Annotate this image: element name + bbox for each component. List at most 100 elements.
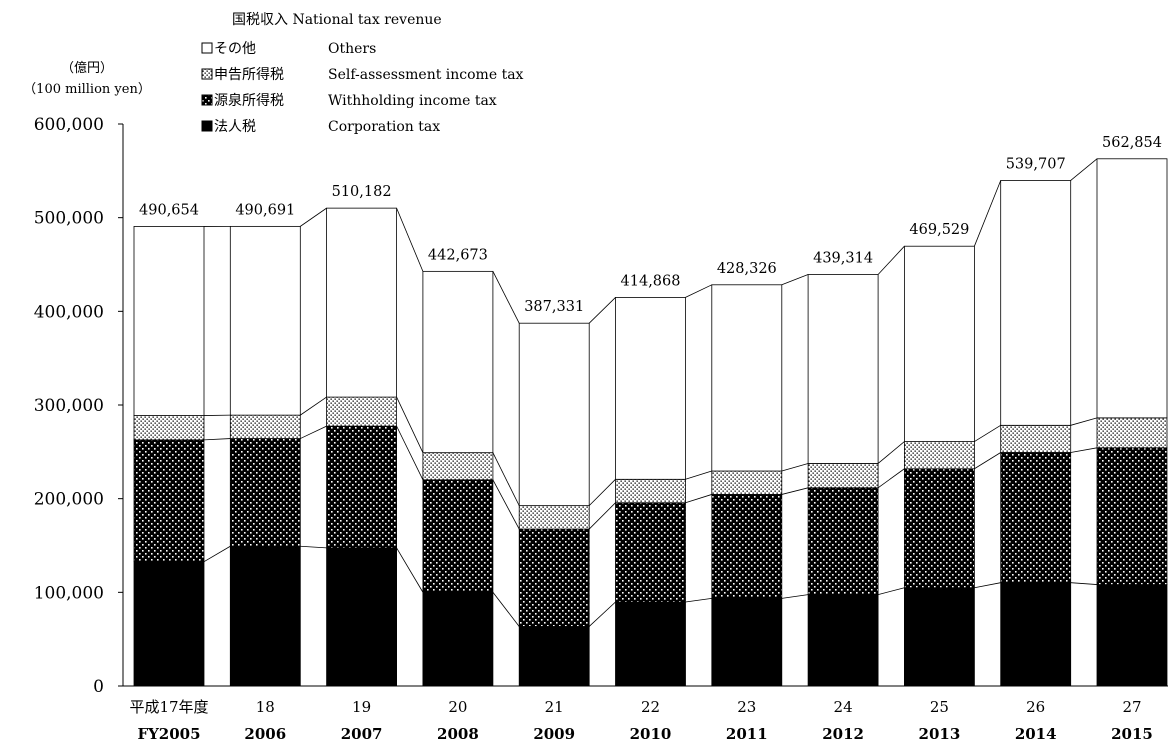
legend-label-jp: 申告所得税: [214, 66, 284, 83]
y-axis: 0 100,000 200,000 300,000 400,000 500,000 600,…: [34, 115, 124, 697]
connector-0-4: [588, 601, 616, 627]
legend-swatch-0: [201, 120, 213, 132]
y-tick-label: 400,000: [34, 302, 104, 322]
bar-segment-0-5: [615, 601, 686, 687]
x-category-label: 27: [1122, 698, 1141, 716]
connector-1-9: [1070, 447, 1098, 453]
x-fiscal-year-label: 2010: [630, 725, 672, 743]
bar-segment-0-2: [326, 547, 398, 687]
bar-segment-0-0: [133, 561, 205, 687]
connector-3-9: [1070, 158, 1098, 181]
connector-2-5: [685, 470, 712, 480]
connector-3-5: [685, 284, 712, 298]
total-label: 428,326: [717, 261, 777, 277]
bar-segment-1-10: [1096, 447, 1168, 585]
connector-3-7: [877, 245, 905, 275]
unit-label-jp: （億円）: [61, 60, 113, 76]
connector-0-7: [877, 587, 905, 595]
bar-segment-1-9: [1000, 452, 1072, 584]
x-category-label: 22: [641, 698, 660, 716]
connector-2-6: [781, 463, 809, 472]
connector-3-8: [974, 180, 1002, 247]
total-label: 539,707: [1006, 156, 1066, 172]
legend-label-jp: その他: [214, 41, 256, 57]
total-labels: 490,654 490,691 510,182 442,673 387,331 414,8…: [139, 135, 1162, 315]
x-fiscal-year-label: 2007: [341, 725, 383, 743]
connector-3-4: [588, 297, 616, 324]
bar-segment-2-3: [422, 452, 494, 481]
x-fiscal-year-label: 2013: [919, 725, 961, 743]
x-fiscal-year-label: 2011: [726, 725, 768, 743]
connector-2-9: [1070, 417, 1098, 426]
bar-segment-0-10: [1096, 584, 1168, 687]
connector-1-4: [588, 502, 616, 530]
bar-segment-3-6: [711, 284, 783, 472]
bar-segment-1-1: [229, 438, 301, 547]
connector-2-3: [492, 452, 520, 506]
y-tick-label: 200,000: [34, 490, 104, 510]
legend-label-en: Self-assessment income tax: [328, 67, 524, 83]
bar-segment-3-1: [229, 225, 301, 416]
bar-segment-3-9: [1000, 180, 1072, 426]
x-fiscal-year-label: 2015: [1111, 725, 1153, 743]
x-fiscal-year-label: 2014: [1015, 725, 1057, 743]
legend-label-jp: 源泉所得税: [214, 92, 284, 109]
bar-segment-3-10: [1096, 158, 1168, 419]
x-fiscal-year-label: 2008: [437, 725, 479, 743]
bar-segment-3-7: [807, 274, 879, 464]
total-label: 510,182: [332, 184, 392, 200]
connector-2-7: [877, 441, 905, 464]
legend-swatch-2: [201, 68, 213, 80]
bar-segment-0-4: [518, 626, 590, 687]
bar-segment-3-2: [326, 207, 398, 398]
connector-3-6: [781, 274, 809, 286]
bar-segment-2-7: [807, 463, 879, 489]
legend-label-en: Others: [328, 41, 376, 57]
bar-segment-2-5: [615, 478, 686, 504]
bar-segment-0-3: [422, 591, 494, 687]
bar-segment-2-10: [1096, 417, 1168, 449]
bar-segment-2-8: [904, 441, 975, 470]
bar-segment-0-7: [807, 594, 879, 687]
y-tick-label: 0: [93, 677, 104, 697]
bar-segment-1-7: [807, 487, 879, 595]
connector-0-9: [1070, 582, 1098, 585]
x-category-label: 25: [930, 698, 949, 716]
bar-segment-3-4: [518, 322, 590, 507]
connector-3-1: [300, 207, 327, 227]
connector-1-3: [492, 479, 520, 530]
connector-1-6: [781, 487, 809, 495]
bar-segment-2-4: [518, 505, 590, 530]
y-tick-label: 500,000: [34, 209, 104, 229]
bar-segment-2-9: [1000, 424, 1072, 453]
connector-0-5: [685, 598, 712, 603]
bar-segment-0-8: [904, 587, 975, 687]
total-label: 490,691: [235, 202, 295, 218]
bar-segment-1-8: [904, 468, 975, 589]
legend-swatch-1: [201, 94, 213, 106]
bar-segment-3-8: [904, 245, 975, 442]
legend-label-en: Corporation tax: [328, 119, 440, 135]
bar-segment-1-3: [422, 479, 494, 593]
x-axis: 平成17年度 FY2005 18 2006 19 2007 20 2008 21 2009 22 20…: [123, 685, 1168, 743]
bar-segment-2-2: [326, 396, 398, 427]
x-fiscal-year-label: 2009: [533, 725, 575, 743]
bar-segment-0-1: [229, 545, 301, 687]
bar-segment-0-9: [1000, 582, 1072, 687]
x-category-label: 18: [256, 698, 275, 716]
legend: 国税収入 National tax revenue その他 Others 申告所得税…: [201, 12, 524, 135]
bar-segment-2-1: [229, 414, 301, 439]
x-fiscal-year-label: FY2005: [137, 725, 200, 743]
connector-0-8: [974, 582, 1001, 589]
total-label: 442,673: [428, 247, 488, 263]
connector-1-5: [685, 494, 712, 504]
connector-2-4: [588, 479, 616, 506]
connector-1-8: [974, 452, 1001, 470]
y-tick-label: 100,000: [34, 583, 104, 603]
bar-connectors: [203, 158, 1098, 627]
y-tick-label: 300,000: [34, 396, 104, 416]
total-label: 490,654: [139, 202, 199, 218]
connector-3-2: [396, 207, 424, 272]
x-category-label: 19: [352, 698, 371, 716]
bar-segment-1-5: [615, 502, 686, 603]
